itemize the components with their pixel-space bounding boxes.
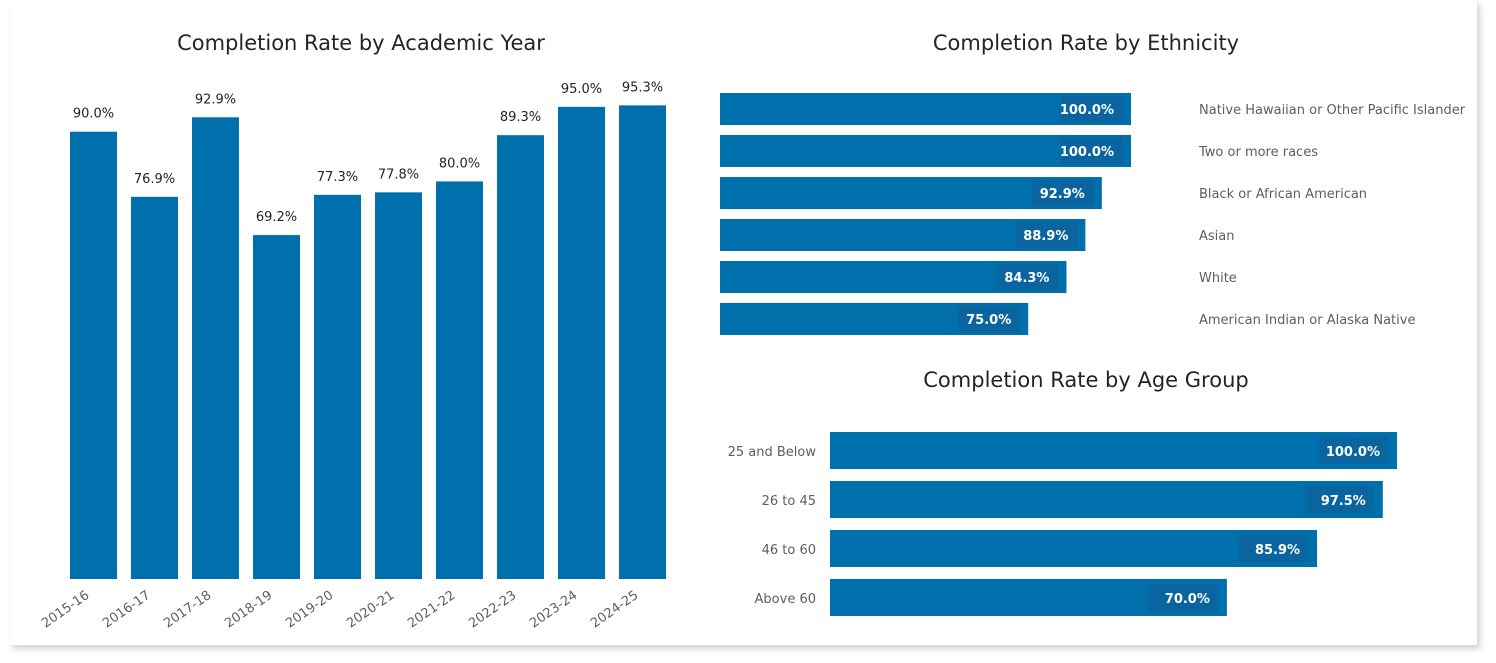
year-axis-label: 2024-25 (588, 588, 641, 631)
year-data-label: 77.3% (317, 170, 358, 185)
age-axis-label: 26 to 45 (762, 494, 816, 509)
year-axis-label: 2023-24 (527, 588, 580, 631)
ethnicity-axis-label: Asian (1199, 229, 1234, 244)
ethnicity-data-label: 100.0% (1060, 145, 1114, 160)
year-axis-label: 2021-22 (405, 588, 458, 631)
year-bar (375, 192, 422, 580)
age-data-label: 70.0% (1165, 592, 1210, 607)
year-data-label: 92.9% (195, 92, 236, 107)
year-bar (436, 181, 483, 579)
year-data-label: 76.9% (134, 172, 175, 187)
year-axis-label: 2019-20 (283, 588, 336, 631)
age-data-label: 85.9% (1255, 543, 1300, 558)
age-data-label: 100.0% (1326, 445, 1380, 460)
year-bar (619, 105, 666, 579)
ethnicity-label-bg (958, 306, 1021, 332)
ethnicity-label-bg (1015, 222, 1078, 248)
year-data-label: 95.3% (622, 80, 663, 95)
ethnicity-data-label: 84.3% (1004, 271, 1049, 286)
ethnicity-data-label: 88.9% (1023, 229, 1068, 244)
ethnicity-data-label: 75.0% (966, 313, 1011, 328)
year-bar (314, 194, 361, 579)
age-chart-title: Completion Rate by Age Group (923, 368, 1249, 392)
year-axis-label: 2020-21 (344, 588, 397, 631)
year-data-label: 77.8% (378, 167, 419, 182)
year-axis-label: 2016-17 (100, 588, 153, 631)
year-data-label: 95.0% (561, 82, 602, 97)
year-data-label: 90.0% (73, 107, 114, 122)
age-bar (830, 481, 1383, 518)
year-chart-title: Completion Rate by Academic Year (177, 31, 545, 55)
year-bar (70, 131, 117, 579)
year-axis-label: 2022-23 (466, 588, 519, 631)
ethnicity-label-bg (1061, 96, 1123, 122)
year-data-label: 80.0% (439, 156, 480, 171)
age-label-bg (1304, 486, 1373, 513)
ethnicity-axis-label: American Indian or Alaska Native (1199, 313, 1415, 328)
ethnicity-axis-label: Black or African American (1199, 187, 1367, 202)
ethnicity-chart-title: Completion Rate by Ethnicity (932, 31, 1240, 55)
ethnicity-data-label: 92.9% (1040, 187, 1085, 202)
year-bar (497, 135, 544, 579)
year-axis-label: 2017-18 (161, 588, 214, 631)
year-bar (253, 235, 300, 580)
ethnicity-data-label: 100.0% (1060, 103, 1114, 118)
year-bar (192, 117, 239, 580)
year-data-label: 89.3% (500, 110, 541, 125)
age-axis-label: 46 to 60 (762, 543, 816, 558)
ethnicity-label-bg (1031, 180, 1094, 206)
year-data-label: 69.2% (256, 210, 297, 225)
age-label-bg (1319, 437, 1387, 464)
year-axis-label: 2015-16 (39, 588, 92, 631)
year-bar (131, 196, 178, 579)
age-data-label: 97.5% (1321, 494, 1366, 509)
year-bar (558, 106, 605, 579)
year-axis-label: 2018-19 (222, 588, 275, 631)
age-axis-label: 25 and Below (728, 445, 817, 460)
age-label-bg (1239, 535, 1308, 562)
ethnicity-label-bg (996, 264, 1059, 290)
age-axis-label: Above 60 (755, 592, 816, 607)
age-bar (830, 432, 1397, 469)
ethnicity-axis-label: Native Hawaiian or Other Pacific Islande… (1199, 103, 1466, 118)
age-bar (830, 530, 1318, 567)
ethnicity-axis-label: Two or more races (1198, 145, 1318, 160)
ethnicity-axis-label: White (1199, 271, 1237, 286)
ethnicity-label-bg (1061, 138, 1123, 164)
age-label-bg (1148, 584, 1217, 611)
